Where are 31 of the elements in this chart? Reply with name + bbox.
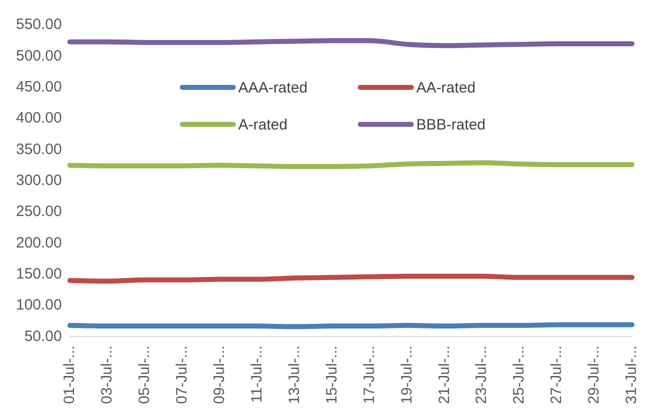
x-tick-label: 31-Jul-... [623, 346, 640, 404]
x-tick-label: 07-Jul-... [173, 346, 190, 404]
x-tick-label: 25-Jul-... [510, 346, 528, 404]
y-tick-label: 300.00 [16, 172, 62, 189]
y-tick-label: 450.00 [16, 78, 62, 96]
legend-label: AA-rated [416, 79, 476, 96]
x-tick-label: 27-Jul-... [548, 346, 566, 404]
y-tick-label: 400.00 [16, 110, 62, 127]
x-tick-label: 29-Jul-... [586, 346, 603, 404]
y-tick-label: 150.00 [16, 265, 62, 282]
x-tick-label: 03-Jul-... [98, 346, 116, 404]
y-tick-label: 550.00 [16, 16, 62, 34]
x-tick-label: 05-Jul-... [136, 346, 153, 404]
y-tick-label: 200.00 [16, 234, 62, 252]
x-tick-label: 21-Jul-... [436, 346, 453, 404]
x-tick-label: 15-Jul-... [323, 346, 340, 404]
y-tick-label: 350.00 [16, 140, 62, 158]
x-tick-label: 17-Jul-... [360, 346, 378, 404]
y-tick-label: 250.00 [16, 203, 62, 220]
x-tick-label: 13-Jul-... [286, 346, 303, 404]
legend-label: AAA-rated [238, 79, 308, 96]
x-tick-label: 09-Jul-... [210, 346, 228, 404]
y-tick-label: 500.00 [16, 47, 62, 64]
y-tick-label: 50.00 [24, 328, 62, 345]
legend-label: BBB-rated [416, 116, 486, 134]
legend-label: A-rated [238, 116, 288, 134]
y-tick-label: 100.00 [16, 296, 62, 314]
x-tick-label: 11-Jul-... [248, 346, 266, 403]
x-tick-label: 19-Jul-... [398, 346, 416, 404]
x-tick-label: 01-Jul-... [61, 346, 78, 404]
x-tick-label: 23-Jul-... [473, 346, 490, 404]
